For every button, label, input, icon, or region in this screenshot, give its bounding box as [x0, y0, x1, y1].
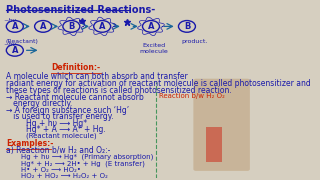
Text: A: A [148, 22, 154, 31]
Text: is used to transfer energy.: is used to transfer energy. [6, 112, 113, 121]
Text: B: B [184, 22, 190, 31]
Text: product.: product. [181, 39, 208, 44]
Text: HO₂ + HO₂ ⟶ H₂O₂ + O₂: HO₂ + HO₂ ⟶ H₂O₂ + O₂ [21, 173, 108, 179]
Text: Hg + hυ ⟶ Hg*  (Primary absorption): Hg + hυ ⟶ Hg* (Primary absorption) [21, 154, 154, 160]
Text: → A foreign substance such ‘Hg’: → A foreign substance such ‘Hg’ [6, 106, 129, 115]
Text: Hg + hυ ⟶ Hg*: Hg + hυ ⟶ Hg* [26, 119, 87, 128]
FancyBboxPatch shape [193, 79, 250, 171]
Text: Definition:-: Definition:- [51, 63, 100, 72]
Text: a) Reaction b/w H₂ and O₂:-: a) Reaction b/w H₂ and O₂:- [6, 146, 110, 155]
Text: Hg* + H₂ ⟶ 2H• + Hg  (E transfer): Hg* + H₂ ⟶ 2H• + Hg (E transfer) [21, 160, 145, 167]
Text: A: A [12, 22, 18, 31]
Text: A: A [12, 46, 18, 55]
Text: these types of reactions is called photosensitized reaction.: these types of reactions is called photo… [6, 86, 232, 95]
Text: Reaction b/w H₂ O₂: Reaction b/w H₂ O₂ [159, 93, 225, 99]
Text: B: B [68, 22, 75, 31]
Text: (Reactant molecule): (Reactant molecule) [26, 133, 97, 139]
Text: A molecule which can both absorb and transfer: A molecule which can both absorb and tra… [6, 71, 188, 80]
Text: A: A [99, 22, 105, 31]
Text: Excited
molecule: Excited molecule [139, 43, 168, 54]
Text: ~hv: ~hv [3, 18, 16, 23]
Bar [206, 127, 222, 162]
Text: Hg* + A ⟶ A* + Hg.: Hg* + A ⟶ A* + Hg. [26, 125, 106, 134]
Text: ~hv: ~hv [3, 42, 16, 47]
Text: (Reactant): (Reactant) [6, 39, 39, 44]
Text: Examples:-: Examples:- [6, 139, 53, 148]
Text: radiant energy for activation of reactant molecule is called photosensitizer and: radiant energy for activation of reactan… [6, 79, 311, 88]
Text: Photosensitized Reactions-: Photosensitized Reactions- [6, 5, 155, 15]
Text: A: A [40, 22, 46, 31]
Text: energy directly.: energy directly. [6, 99, 72, 108]
Text: H• + O₂ ⟶ HO₂•: H• + O₂ ⟶ HO₂• [21, 167, 81, 173]
Text: → Reactant molecule cannot absorb: → Reactant molecule cannot absorb [6, 93, 144, 102]
